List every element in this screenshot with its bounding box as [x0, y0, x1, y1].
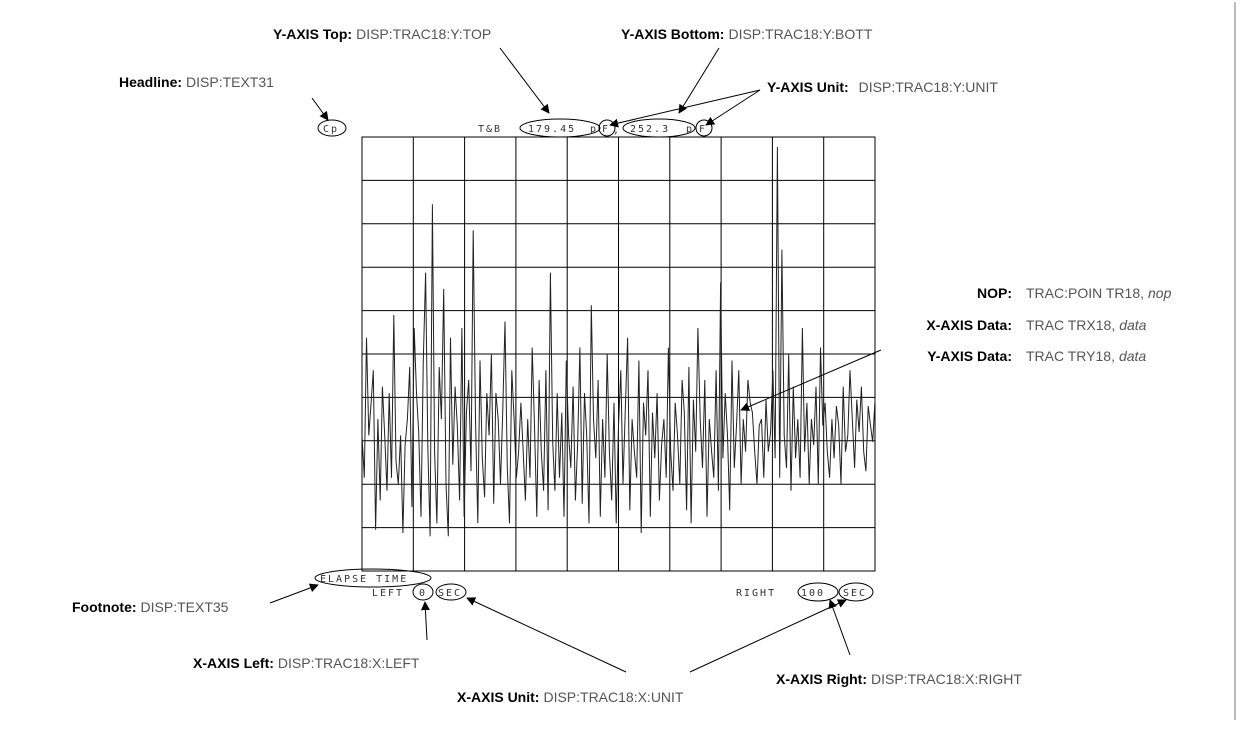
- label-y-bottom: Y-AXIS Bottom: DISP:TRAC18:Y:BOTT: [621, 26, 873, 42]
- callout-ellipses: [314, 118, 874, 602]
- ellipse-x-left-unit: [435, 583, 467, 601]
- arrow-y-unit-2: [705, 89, 761, 126]
- label-x-left: X-AXIS Left: DISP:TRAC18:X:LEFT: [193, 655, 420, 671]
- ellipse-x-right-value: [797, 582, 839, 602]
- label-x-left-title: X-AXIS Left:: [193, 655, 274, 671]
- screen-y-bottom-prefix: p: [686, 124, 694, 135]
- trace-line: [361, 146, 876, 537]
- label-x-left-cmd: DISP:TRAC18:X:LEFT: [278, 655, 420, 671]
- label-x-unit-title: X-AXIS Unit:: [457, 689, 539, 705]
- arrow-headline: [311, 97, 329, 121]
- label-y-data-cmd: TRAC TRY18,: [1026, 348, 1115, 364]
- screen-y-unit-2: F: [699, 124, 707, 135]
- label-headline-cmd: DISP:TEXT31: [186, 74, 274, 90]
- screen-separator: ,: [613, 125, 621, 136]
- screen-x-left-value: 0: [419, 588, 427, 599]
- screen-left-label: LEFT: [372, 588, 404, 599]
- ellipse-footnote: [314, 568, 432, 588]
- label-y-unit: Y-AXIS Unit: DISP:TRAC18:Y:UNIT: [767, 79, 998, 95]
- ellipse-x-left-value: [412, 583, 434, 601]
- label-y-top-title: Y-AXIS Top:: [273, 26, 352, 42]
- label-nop: TRAC:POIN TR18, nop: [1026, 285, 1172, 301]
- label-y-unit-title: Y-AXIS Unit:: [767, 79, 849, 95]
- plot-grid: [361, 136, 876, 572]
- arrow-x-unit-2: [689, 599, 847, 673]
- screen-y-bottom-value: 252.3: [630, 124, 670, 135]
- label-x-right-cmd: DISP:TRAC18:X:RIGHT: [871, 671, 1022, 687]
- arrow-x-right: [828, 599, 851, 656]
- screen-y-top-prefix: p: [590, 124, 598, 135]
- screen-x-right-unit: SEC: [843, 588, 867, 599]
- label-nop-cmd: TRAC:POIN TR18,: [1026, 285, 1144, 301]
- screen-x-right-value: 100: [801, 588, 825, 599]
- label-y-bottom-title: Y-AXIS Bottom:: [621, 26, 724, 42]
- arrow-x-unit-1: [466, 597, 627, 673]
- arrow-y-top: [499, 47, 550, 114]
- screen-headline: Cp: [323, 124, 339, 135]
- label-footnote: Footnote: DISP:TEXT35: [72, 599, 229, 615]
- label-y-bottom-cmd: DISP:TRAC18:Y:BOTT: [728, 26, 872, 42]
- label-y-top: Y-AXIS Top: DISP:TRAC18:Y:TOP: [273, 26, 491, 42]
- ellipse-x-right-unit: [838, 582, 874, 602]
- label-y-unit-cmd: DISP:TRAC18:Y:UNIT: [859, 79, 999, 95]
- label-x-unit-cmd: DISP:TRAC18:X:UNIT: [543, 689, 683, 705]
- label-x-data-param: data: [1119, 317, 1146, 333]
- label-y-top-cmd: DISP:TRAC18:Y:TOP: [356, 26, 491, 42]
- screen-y-top-value: 179.45: [528, 124, 576, 135]
- label-footnote-title: Footnote:: [72, 599, 137, 615]
- ellipse-y-top-value: [519, 118, 601, 138]
- ellipse-y-unit-2: [695, 119, 713, 137]
- label-x-right-title: X-AXIS Right:: [776, 671, 867, 687]
- label-headline-title: Headline:: [119, 74, 182, 90]
- arrow-data: [740, 349, 882, 411]
- arrow-x-left: [420, 601, 430, 641]
- screen-y-unit-1: F: [602, 124, 610, 135]
- screen-x-left-unit: SEC: [438, 588, 462, 599]
- label-y-data-title: Y-AXIS Data:: [927, 348, 1012, 364]
- label-y-data-param: data: [1119, 348, 1146, 364]
- label-x-data: TRAC TRX18, data: [1026, 317, 1147, 333]
- label-x-unit: X-AXIS Unit: DISP:TRAC18:X:UNIT: [457, 689, 684, 705]
- arrow-y-unit-1: [609, 89, 761, 128]
- label-nop-title: NOP:: [977, 285, 1012, 301]
- ellipse-headline: [317, 119, 347, 137]
- ellipse-y-bottom-value: [622, 118, 696, 138]
- ellipse-y-unit-1: [598, 119, 616, 137]
- screen-tb-label: T&B: [478, 124, 502, 135]
- arrow-footnote: [269, 583, 319, 604]
- arrow-y-bottom: [678, 47, 720, 114]
- label-x-data-title: X-AXIS Data:: [926, 317, 1012, 333]
- annotation-arrows: [269, 47, 882, 673]
- screen-right-label: RIGHT: [736, 588, 776, 599]
- label-x-right: X-AXIS Right: DISP:TRAC18:X:RIGHT: [776, 671, 1022, 687]
- label-footnote-cmd: DISP:TEXT35: [141, 599, 229, 615]
- label-headline: Headline: DISP:TEXT31: [119, 74, 274, 90]
- label-y-data: TRAC TRY18, data: [1026, 348, 1146, 364]
- label-nop-param: nop: [1148, 285, 1172, 301]
- screen-footnote: ELAPSE TIME: [320, 574, 408, 585]
- label-x-data-cmd: TRAC TRX18,: [1026, 317, 1115, 333]
